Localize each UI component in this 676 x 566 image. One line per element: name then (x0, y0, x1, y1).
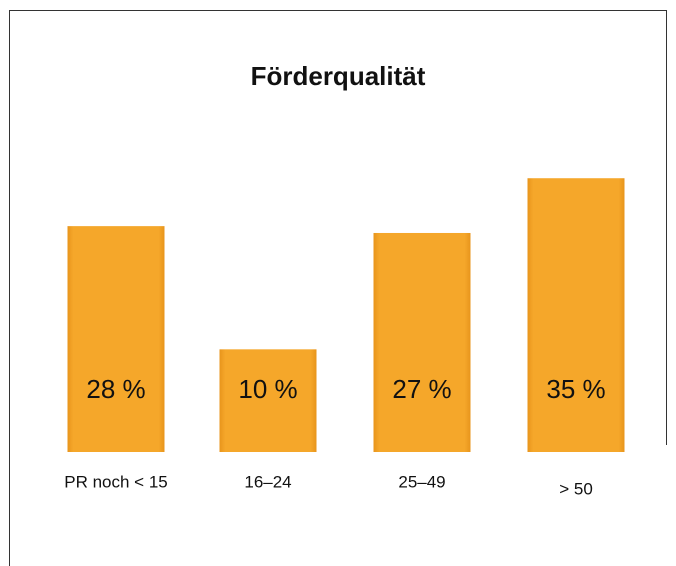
x-tick-label: > 50 (559, 479, 593, 498)
bar (373, 232, 471, 452)
value-label: 35 % (546, 374, 605, 404)
bar (219, 349, 317, 452)
value-label: 28 % (86, 374, 145, 404)
bar (67, 226, 165, 452)
bar (527, 178, 625, 452)
frame (9, 10, 667, 566)
x-tick-label: PR noch < 15 (64, 472, 168, 491)
chart-title: Förderqualität (251, 61, 426, 91)
x-tick-label: 25–49 (398, 472, 445, 491)
x-tick-label: 16–24 (244, 472, 291, 491)
value-label: 27 % (392, 374, 451, 404)
value-label: 10 % (238, 374, 297, 404)
